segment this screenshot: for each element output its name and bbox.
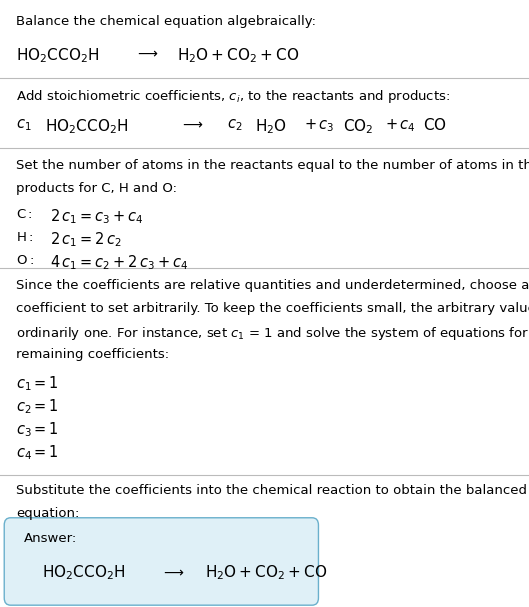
Text: $\mathregular{H_2O + CO_2 + CO}$: $\mathregular{H_2O + CO_2 + CO}$ (205, 563, 327, 582)
Text: $c_2$: $c_2$ (227, 117, 243, 133)
Text: $c_1$: $c_1$ (16, 117, 31, 133)
Text: $\mathregular{HO_2CCO_2H}$: $\mathregular{HO_2CCO_2H}$ (42, 563, 126, 582)
Text: coefficient to set arbitrarily. To keep the coefficients small, the arbitrary va: coefficient to set arbitrarily. To keep … (16, 302, 529, 315)
Text: $\mathrm{O{:}}$: $\mathrm{O{:}}$ (16, 254, 34, 266)
Text: ordinarily one. For instance, set $c_1$ = 1 and solve the system of equations fo: ordinarily one. For instance, set $c_1$ … (16, 325, 529, 342)
Text: $+\,c_3$: $+\,c_3$ (304, 117, 334, 134)
Text: Since the coefficients are relative quantities and underdetermined, choose a: Since the coefficients are relative quan… (16, 279, 529, 292)
Text: Add stoichiometric coefficients, $c_i$, to the reactants and products:: Add stoichiometric coefficients, $c_i$, … (16, 88, 450, 105)
Text: $c_3 = 1$: $c_3 = 1$ (16, 420, 59, 439)
Text: $c_4 = 1$: $c_4 = 1$ (16, 443, 59, 462)
Text: $\mathregular{HO_2CCO_2H}$: $\mathregular{HO_2CCO_2H}$ (45, 117, 129, 136)
Text: $+\,c_4$: $+\,c_4$ (385, 117, 415, 134)
Text: products for C, H and O:: products for C, H and O: (16, 182, 177, 195)
Text: $\mathregular{CO}$: $\mathregular{CO}$ (423, 117, 446, 133)
Text: equation:: equation: (16, 507, 79, 520)
Text: $\mathregular{H_2O + CO_2 + CO}$: $\mathregular{H_2O + CO_2 + CO}$ (177, 47, 299, 66)
Text: Balance the chemical equation algebraically:: Balance the chemical equation algebraica… (16, 15, 316, 28)
Text: $\longrightarrow$: $\longrightarrow$ (161, 565, 185, 580)
Text: $2\,c_1 = 2\,c_2$: $2\,c_1 = 2\,c_2$ (50, 231, 122, 249)
Text: $\longrightarrow$: $\longrightarrow$ (180, 117, 204, 131)
Text: $\mathregular{HO_2CCO_2H}$: $\mathregular{HO_2CCO_2H}$ (16, 47, 99, 66)
Text: remaining coefficients:: remaining coefficients: (16, 348, 169, 361)
Text: Substitute the coefficients into the chemical reaction to obtain the balanced: Substitute the coefficients into the che… (16, 484, 527, 497)
Text: Answer:: Answer: (24, 532, 77, 545)
Text: Set the number of atoms in the reactants equal to the number of atoms in the: Set the number of atoms in the reactants… (16, 159, 529, 172)
Text: $\mathrm{H{:}}$: $\mathrm{H{:}}$ (16, 231, 33, 243)
Text: $c_1 = 1$: $c_1 = 1$ (16, 374, 59, 393)
Text: $2\,c_1 = c_3 + c_4$: $2\,c_1 = c_3 + c_4$ (50, 208, 144, 226)
Text: $\mathregular{H_2O}$: $\mathregular{H_2O}$ (255, 117, 287, 136)
Text: $\mathrm{C{:}}$: $\mathrm{C{:}}$ (16, 208, 33, 220)
FancyBboxPatch shape (4, 518, 318, 605)
Text: $\mathregular{CO_2}$: $\mathregular{CO_2}$ (343, 117, 374, 136)
Text: $c_2 = 1$: $c_2 = 1$ (16, 397, 59, 416)
Text: $\longrightarrow$: $\longrightarrow$ (135, 47, 159, 61)
Text: $4\,c_1 = c_2 + 2\,c_3 + c_4$: $4\,c_1 = c_2 + 2\,c_3 + c_4$ (50, 254, 188, 273)
